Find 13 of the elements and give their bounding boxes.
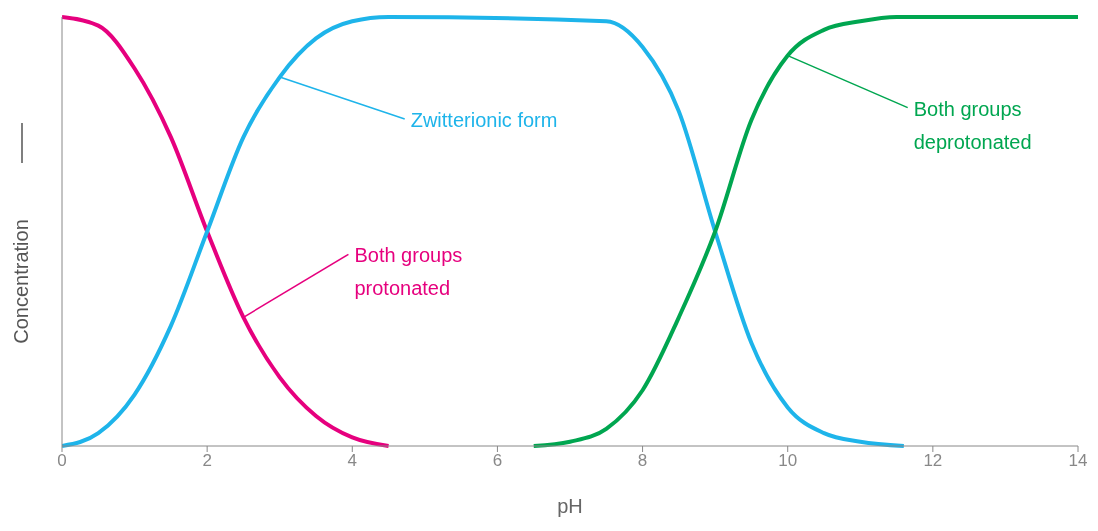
x-tick-label: 14 (1068, 451, 1088, 471)
x-tick-label: 6 (492, 451, 503, 471)
x-tick-label: 8 (637, 451, 648, 471)
x-tick-label: 10 (778, 451, 798, 471)
annotation: Both groups deprotonated (913, 97, 1032, 153)
y-axis-title: Concentration (10, 219, 32, 344)
x-tick-label: 2 (202, 451, 212, 471)
x-tick-label: 4 (347, 451, 358, 471)
x-tick-label: 0 (57, 451, 67, 471)
annotation: Zwitterionic form (410, 109, 558, 132)
x-axis-title: pH (557, 495, 583, 517)
annotation: Both groups protonated (354, 244, 463, 300)
x-tick-label: 12 (923, 451, 943, 471)
